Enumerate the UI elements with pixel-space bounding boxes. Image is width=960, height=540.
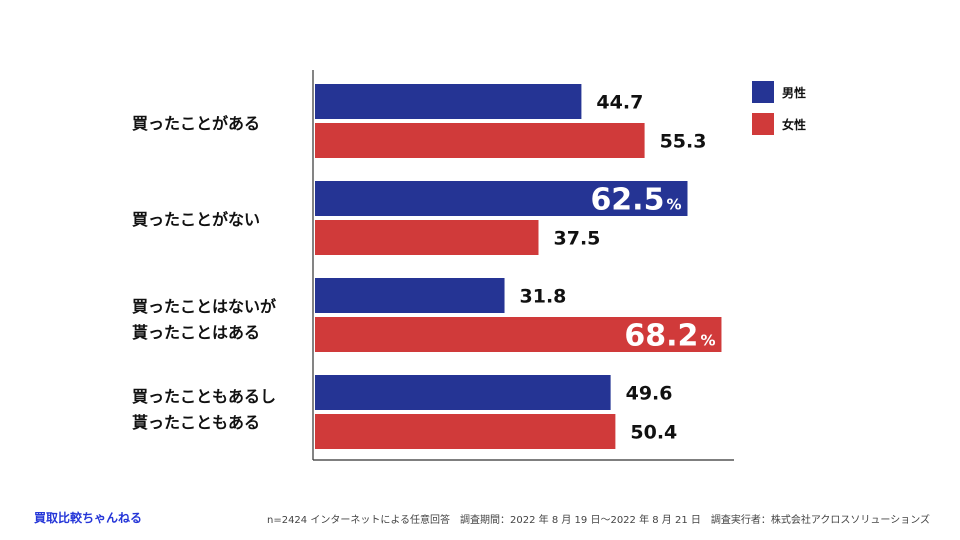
bar-male-3 [315,278,505,313]
category-label-4: 買ったこともあるし 貰ったこともある [132,387,277,432]
data-label-male-4: 49.6 [626,383,673,405]
bar-female-1 [315,123,645,158]
legend-female: 女性 [752,113,806,135]
legend-label-female: 女性 [782,117,807,132]
category-label-3: 買ったことはないが 貰ったことはある [132,297,277,342]
bar-female-3 [315,317,722,352]
survey-note: n=2424 インターネットによる任意回答 調査期間：2022 年 8 月 19… [266,515,930,526]
legend-male: 男性 [752,81,806,103]
bar-male-2 [315,181,688,216]
legend-swatch-female [752,113,774,135]
brand-label: 買取比較ちゃんねる [34,511,143,525]
category-label-2: 買ったことがない [132,210,261,229]
data-label-female-4: 50.4 [630,422,677,444]
bar-male-1 [315,84,582,119]
bar-female-4 [315,414,616,449]
bar-male-4 [315,375,611,410]
bar-female-2 [315,220,539,255]
category-label-1: 買ったことがある [132,114,261,133]
data-label-male-1: 44.7 [596,92,643,114]
data-label-female-1: 55.3 [660,131,707,153]
legend-swatch-male [752,81,774,103]
legend-label-male: 男性 [782,85,807,100]
data-label-female-2: 37.5 [554,228,601,250]
data-label-male-3: 31.8 [520,286,567,308]
